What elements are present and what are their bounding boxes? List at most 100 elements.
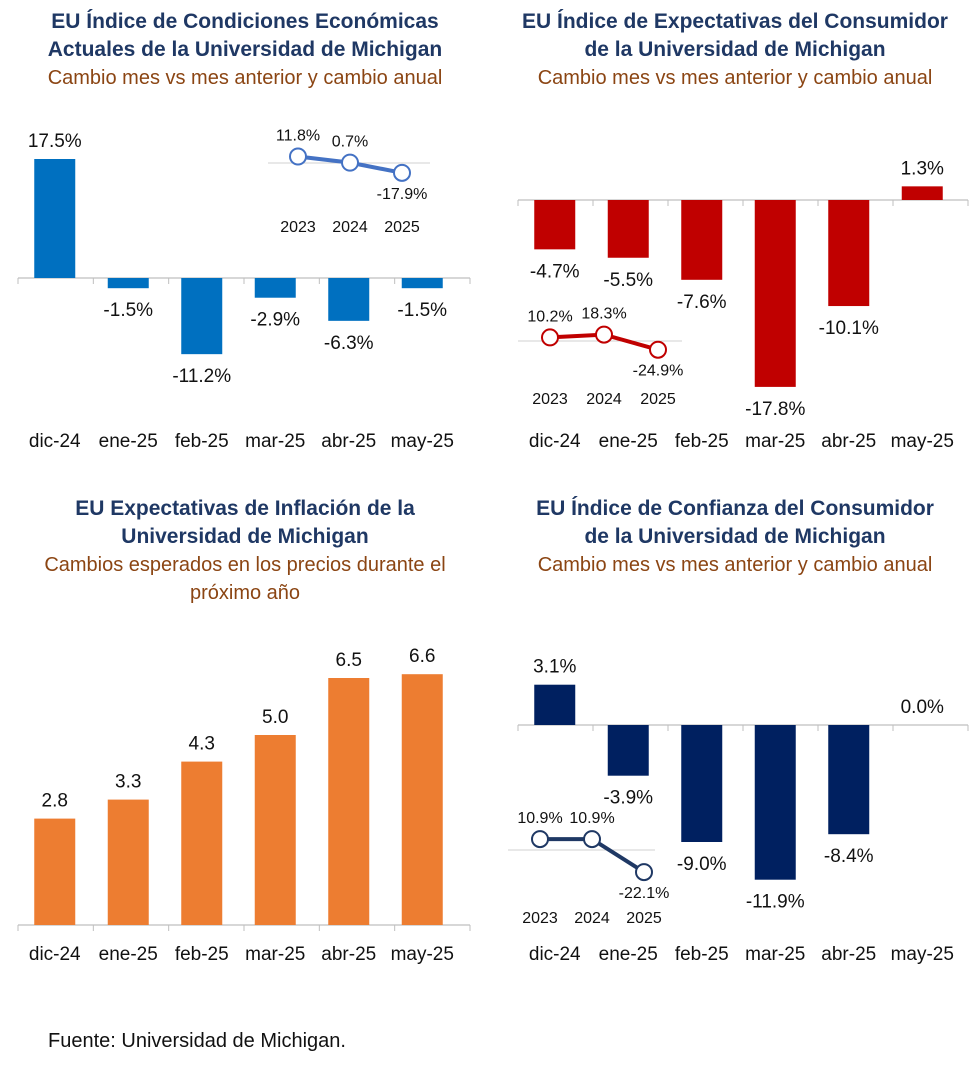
- inset-year-label-2023: 2023: [532, 391, 568, 408]
- bar-mar-25: [754, 200, 796, 387]
- category-label-ene-25: ene-25: [599, 431, 658, 452]
- bar-feb-25: [181, 761, 223, 925]
- bar-mar-25: [754, 725, 796, 880]
- category-label-feb-25: feb-25: [175, 431, 229, 452]
- inset-annual-change-chart: 10.9% 2023 10.9% 2024 -22.1% 2025: [508, 810, 669, 927]
- bar-abr-25: [828, 725, 870, 835]
- panel-title-block: EU Índice de Expectativas del Consumidor…: [490, 8, 980, 92]
- inset-point-2025: [635, 863, 653, 882]
- bar-abr-25: [828, 200, 870, 307]
- bar-chart-svg: 17.5% dic-24 -1.5% ene-25 -11.2% feb-25 -2.9% m…: [17, 128, 471, 452]
- chart-title-line-1: EU Índice de Expectativas del Consumidor: [522, 10, 948, 33]
- chart-title-line-1: EU Índice de Condiciones Económicas: [51, 10, 439, 33]
- data-label-may-25: 0.0%: [901, 697, 944, 718]
- data-label-may-25: 6.6: [409, 646, 435, 667]
- chart-title-line-2: Universidad de Michigan: [121, 525, 369, 548]
- bar-may-25: [901, 186, 943, 200]
- chart-subtitle-line-1: Cambios esperados en los precios durante…: [44, 554, 446, 576]
- data-label-abr-25: -10.1%: [819, 318, 879, 339]
- inset-year-label-2025: 2025: [640, 391, 676, 408]
- category-label-feb-25: feb-25: [175, 944, 229, 965]
- source-note: Fuente: Universidad de Michigan.: [48, 1030, 346, 1052]
- inset-data-label-2024: 10.9%: [569, 810, 614, 827]
- bar-ene-25: [607, 200, 649, 258]
- inset-point-2024: [595, 325, 613, 344]
- inset-point-2023: [541, 328, 559, 347]
- bar-ene-25: [607, 725, 649, 776]
- panel-title-block: EU Índice de Confianza del Consumidor de…: [490, 495, 980, 579]
- data-label-dic-24: -4.7%: [530, 261, 580, 282]
- data-label-mar-25: -11.9%: [746, 892, 805, 913]
- data-label-feb-25: -11.2%: [172, 366, 231, 387]
- category-label-may-25: may-25: [391, 944, 454, 965]
- data-label-ene-25: 3.3: [115, 772, 141, 793]
- chart-title-line-2: de la Universidad de Michigan: [584, 38, 886, 61]
- inset-point-2025: [649, 340, 667, 359]
- category-label-dic-24: dic-24: [29, 944, 81, 965]
- data-label-feb-25: -9.0%: [677, 854, 727, 875]
- data-label-feb-25: 4.3: [189, 734, 215, 755]
- bar-chart-svg: -4.7% dic-24 -5.5% ene-25 -7.6% feb-25 -17.8% m…: [517, 158, 969, 452]
- inset-data-label-2025: -22.1%: [619, 885, 670, 902]
- inset-year-label-2023: 2023: [522, 910, 558, 927]
- category-label-dic-24: dic-24: [529, 431, 581, 452]
- inset-data-label-2025: -24.9%: [633, 363, 684, 380]
- chart-subtitle: Cambio mes vs mes anterior y cambio anua…: [537, 67, 933, 89]
- chart-title-line-1: EU Índice de Confianza del Consumidor: [536, 497, 934, 520]
- data-label-ene-25: -1.5%: [103, 300, 153, 321]
- inset-data-label-2025: -17.9%: [377, 186, 428, 203]
- bar-mar-25: [254, 735, 296, 925]
- chart-subtitle: Cambio mes vs mes anterior y cambio anua…: [537, 554, 933, 576]
- category-label-feb-25: feb-25: [675, 944, 729, 965]
- inset-year-label-2025: 2025: [384, 219, 420, 236]
- inset-annual-change-chart: 11.8% 2023 0.7% 2024 -17.9% 2025: [268, 128, 430, 236]
- chart-subtitle-line-2: próximo año: [189, 582, 301, 604]
- data-label-feb-25: -7.6%: [677, 292, 727, 313]
- data-label-ene-25: -3.9%: [603, 788, 653, 809]
- chart-panel-consumer-sentiment: EU Índice de Confianza del Consumidor de…: [490, 495, 980, 995]
- bar-dic-24: [34, 818, 76, 925]
- category-label-ene-25: ene-25: [99, 431, 158, 452]
- inset-point-2024: [583, 830, 601, 849]
- chart-panel-inflation-expectations: EU Expectativas de Inflación de la Unive…: [0, 495, 490, 995]
- bar-feb-25: [681, 725, 723, 842]
- data-label-abr-25: -8.4%: [824, 846, 874, 867]
- panel-title-block: EU Expectativas de Inflación de la Unive…: [0, 495, 490, 607]
- chart-title-line-2: de la Universidad de Michigan: [584, 525, 886, 548]
- data-label-may-25: -1.5%: [397, 300, 447, 321]
- inset-annual-change-chart: 10.2% 2023 18.3% 2024 -24.9% 2025: [518, 306, 683, 408]
- category-label-abr-25: abr-25: [821, 431, 876, 452]
- chart-panel-current-conditions: EU Índice de Condiciones Económicas Actu…: [0, 0, 490, 500]
- bar-dic-24: [534, 200, 576, 250]
- data-label-ene-25: -5.5%: [603, 270, 653, 291]
- category-label-abr-25: abr-25: [321, 944, 376, 965]
- inset-point-2023: [531, 830, 549, 849]
- bar-chart-svg: 3.1% dic-24 -3.9% ene-25 -9.0% feb-25 -11.9% ma…: [508, 657, 969, 965]
- bar-mar-25: [254, 278, 296, 298]
- data-label-mar-25: -2.9%: [250, 310, 300, 331]
- category-label-may-25: may-25: [391, 431, 454, 452]
- inset-year-label-2024: 2024: [586, 391, 622, 408]
- bar-abr-25: [328, 678, 370, 925]
- data-label-dic-24: 17.5%: [28, 131, 82, 152]
- bar-ene-25: [107, 799, 149, 925]
- chart-panel-consumer-expectations: EU Índice de Expectativas del Consumidor…: [490, 0, 980, 500]
- data-label-mar-25: 5.0: [262, 707, 288, 728]
- inset-data-label-2023: 10.9%: [517, 810, 562, 827]
- category-label-ene-25: ene-25: [599, 944, 658, 965]
- category-label-mar-25: mar-25: [745, 431, 805, 452]
- bar-feb-25: [681, 200, 723, 280]
- inset-data-label-2023: 11.8%: [276, 128, 320, 145]
- category-label-dic-24: dic-24: [29, 431, 81, 452]
- category-label-dic-24: dic-24: [529, 944, 581, 965]
- category-label-may-25: may-25: [891, 431, 954, 452]
- category-label-ene-25: ene-25: [99, 944, 158, 965]
- inset-data-label-2024: 18.3%: [581, 306, 626, 323]
- category-label-abr-25: abr-25: [321, 431, 376, 452]
- inset-point-2024: [341, 153, 359, 172]
- inset-year-label-2024: 2024: [332, 219, 368, 236]
- category-label-mar-25: mar-25: [245, 944, 305, 965]
- inset-year-label-2025: 2025: [626, 910, 662, 927]
- data-label-abr-25: 6.5: [336, 650, 362, 671]
- data-label-abr-25: -6.3%: [324, 333, 374, 354]
